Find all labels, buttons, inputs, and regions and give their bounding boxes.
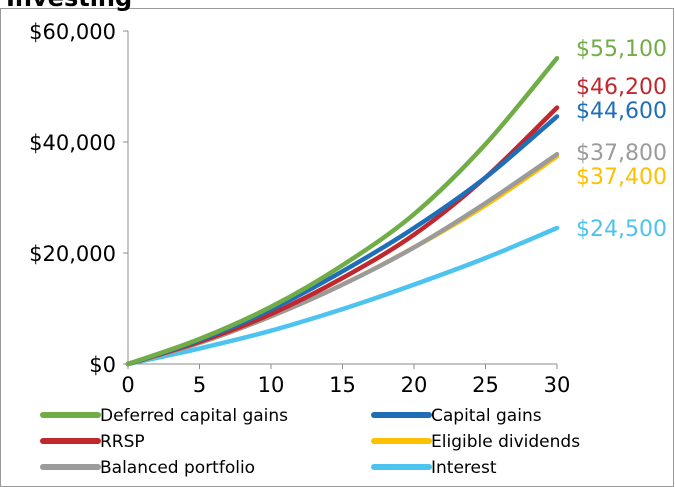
y-tick-label: $60,000 bbox=[29, 20, 116, 44]
end-value-label: $55,100 bbox=[576, 37, 667, 62]
series-line-capital-gains bbox=[125, 114, 560, 367]
x-tick-label: 5 bbox=[193, 373, 206, 397]
y-tick-label: $0 bbox=[89, 353, 116, 377]
end-value-label: $37,800 bbox=[576, 141, 667, 166]
legend-label: Eligible dividends bbox=[431, 432, 580, 452]
end-labels: $55,100 $44,600$46,200 $37,400$37,800 $24,5… bbox=[576, 37, 667, 242]
axes: $0 $20,000 $40,000 $60,000 0 5 10 15 20 25 30 bbox=[29, 20, 570, 397]
x-tick-label: 0 bbox=[121, 373, 134, 397]
series-line-deferred-capital-gains bbox=[125, 55, 560, 367]
legend-label: Capital gains bbox=[431, 406, 542, 426]
series-line-eligible-dividends bbox=[125, 154, 560, 367]
x-tick-label: 10 bbox=[258, 373, 285, 397]
end-value-label: $37,400 bbox=[576, 165, 667, 190]
end-value-label: $44,600 bbox=[576, 99, 667, 124]
legend-label: RRSP bbox=[100, 432, 145, 452]
y-tick-label: $20,000 bbox=[29, 242, 116, 266]
x-tick-label: 20 bbox=[401, 373, 428, 397]
legend: Deferred capital gains Capital gains RRSP E… bbox=[40, 406, 580, 478]
legend-label: Balanced portfolio bbox=[100, 458, 255, 478]
end-value-label: $46,200 bbox=[576, 75, 667, 100]
legend-label: Deferred capital gains bbox=[100, 406, 288, 426]
series-line-rrsp bbox=[125, 105, 560, 367]
series-line-balanced-portfolio bbox=[125, 151, 560, 367]
series-layer bbox=[125, 55, 560, 367]
end-value-label: $24,500 bbox=[576, 217, 667, 242]
chart-title: Investing bbox=[6, 0, 132, 12]
x-tick-label: 25 bbox=[472, 373, 499, 397]
legend-label: Interest bbox=[431, 458, 497, 478]
series-line-interest bbox=[125, 225, 560, 367]
x-tick-label: 30 bbox=[544, 373, 571, 397]
y-tick-label: $40,000 bbox=[29, 131, 116, 155]
x-tick-label: 15 bbox=[329, 373, 356, 397]
